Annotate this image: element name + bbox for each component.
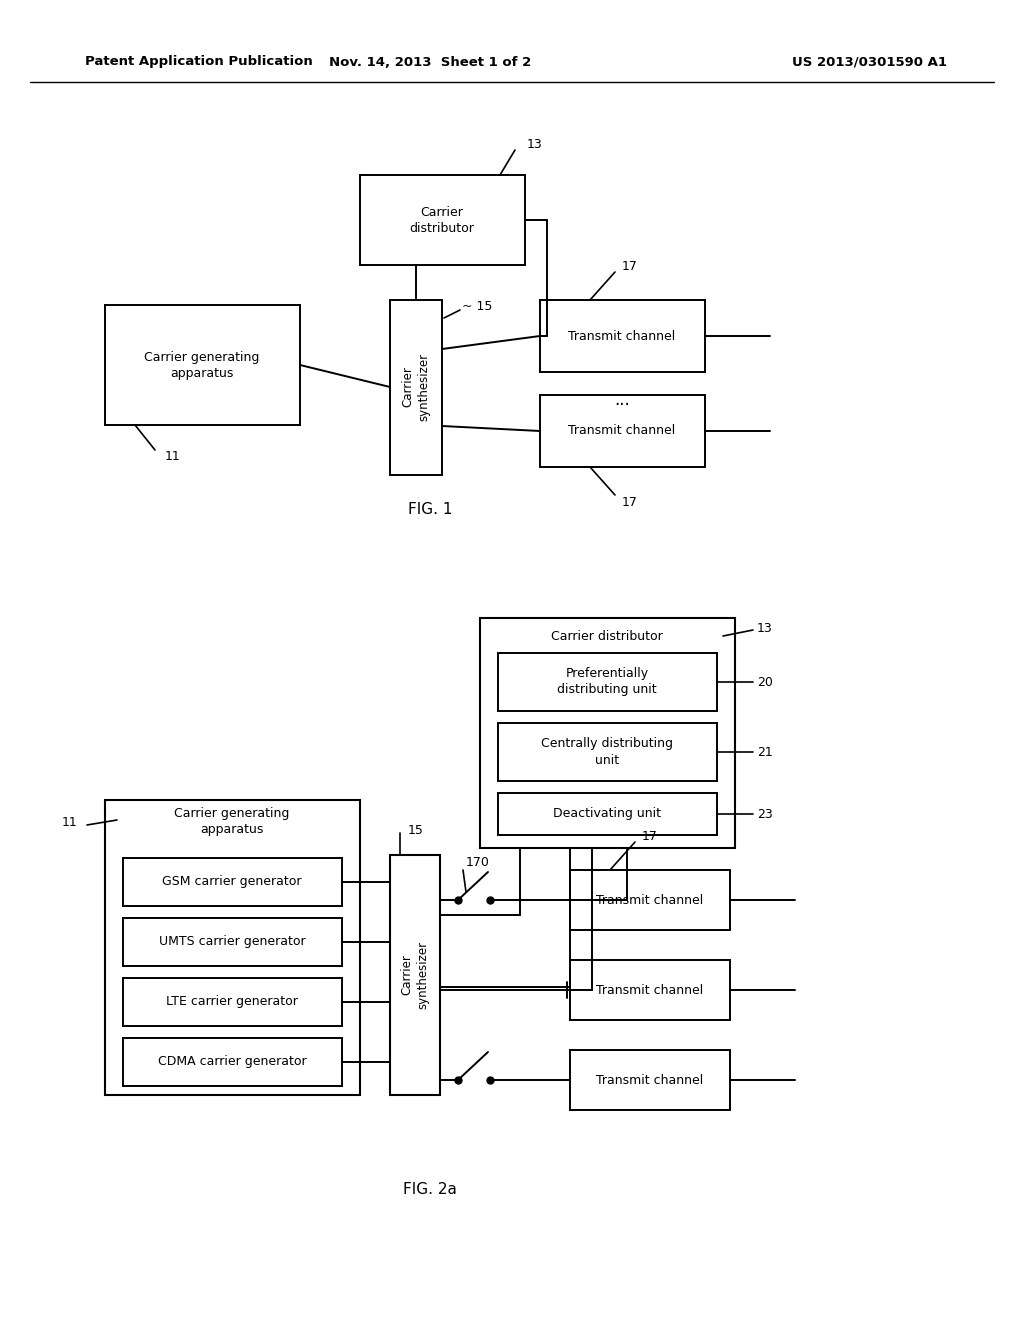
Bar bbox=[570, 870, 730, 931]
Text: Centrally distributing
unit: Centrally distributing unit bbox=[541, 738, 673, 767]
Text: Transmit channel: Transmit channel bbox=[596, 1073, 703, 1086]
Bar bbox=[390, 855, 440, 1096]
Text: Carrier
distributor: Carrier distributor bbox=[410, 206, 474, 235]
Text: 23: 23 bbox=[757, 808, 773, 821]
Text: Transmit channel: Transmit channel bbox=[596, 983, 703, 997]
Text: Carrier
synthesizer: Carrier synthesizer bbox=[401, 352, 430, 421]
Bar bbox=[570, 1049, 730, 1110]
Text: Carrier generating
apparatus: Carrier generating apparatus bbox=[144, 351, 260, 380]
Text: Nov. 14, 2013  Sheet 1 of 2: Nov. 14, 2013 Sheet 1 of 2 bbox=[329, 55, 531, 69]
Text: 17: 17 bbox=[622, 495, 638, 508]
Text: 11: 11 bbox=[165, 450, 181, 463]
Bar bbox=[105, 305, 300, 425]
Text: 13: 13 bbox=[757, 622, 773, 635]
Text: LTE carrier generator: LTE carrier generator bbox=[166, 995, 298, 1008]
Text: Carrier distributor: Carrier distributor bbox=[551, 630, 663, 643]
Bar bbox=[540, 395, 705, 467]
Text: ...: ... bbox=[614, 391, 630, 409]
Text: Transmit channel: Transmit channel bbox=[596, 894, 703, 907]
Bar bbox=[123, 858, 342, 906]
Bar bbox=[498, 723, 717, 781]
Text: Deactivating unit: Deactivating unit bbox=[553, 808, 662, 821]
Bar bbox=[360, 176, 525, 265]
Text: US 2013/0301590 A1: US 2013/0301590 A1 bbox=[793, 55, 947, 69]
Text: GSM carrier generator: GSM carrier generator bbox=[162, 875, 302, 888]
Text: ~ 15: ~ 15 bbox=[462, 301, 493, 314]
Text: Carrier generating
apparatus: Carrier generating apparatus bbox=[174, 808, 290, 837]
Text: 13: 13 bbox=[527, 139, 543, 152]
Text: 170: 170 bbox=[466, 855, 489, 869]
Bar bbox=[123, 917, 342, 966]
Bar bbox=[123, 978, 342, 1026]
Text: Transmit channel: Transmit channel bbox=[568, 425, 676, 437]
Text: UMTS carrier generator: UMTS carrier generator bbox=[159, 936, 305, 949]
Text: 17: 17 bbox=[622, 260, 638, 273]
Text: 15: 15 bbox=[408, 824, 424, 837]
Bar bbox=[570, 960, 730, 1020]
Text: CDMA carrier generator: CDMA carrier generator bbox=[158, 1056, 306, 1068]
Text: 17: 17 bbox=[642, 830, 657, 843]
Bar bbox=[498, 653, 717, 711]
Bar bbox=[390, 300, 442, 475]
Bar bbox=[498, 793, 717, 836]
Text: Carrier
synthesizer: Carrier synthesizer bbox=[400, 941, 429, 1008]
Text: 11: 11 bbox=[61, 816, 77, 829]
Text: Patent Application Publication: Patent Application Publication bbox=[85, 55, 312, 69]
Bar bbox=[105, 800, 360, 1096]
Text: 21: 21 bbox=[757, 746, 773, 759]
Text: FIG. 1: FIG. 1 bbox=[408, 503, 453, 517]
Bar bbox=[123, 1038, 342, 1086]
Bar bbox=[540, 300, 705, 372]
Text: 20: 20 bbox=[757, 676, 773, 689]
Text: Preferentially
distributing unit: Preferentially distributing unit bbox=[557, 668, 656, 697]
Text: Transmit channel: Transmit channel bbox=[568, 330, 676, 342]
Text: FIG. 2a: FIG. 2a bbox=[403, 1183, 457, 1197]
Bar bbox=[480, 618, 735, 847]
